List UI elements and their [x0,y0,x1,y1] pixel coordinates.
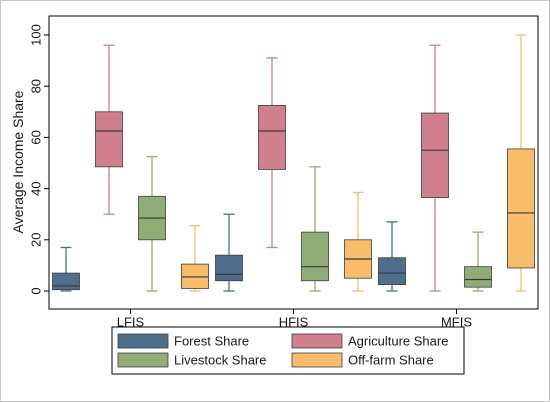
legend-swatch-off-farm-share [291,352,343,368]
box-agriculture-share-hfis [258,57,286,249]
y-tick-label: 20 [28,233,43,247]
box-iqr [181,263,209,289]
x-tick-label-mfis: MFIS [441,314,472,329]
legend-label-off-farm-share: Off-farm Share [348,352,434,367]
legend-label-agriculture-share: Agriculture Share [348,333,448,348]
box-iqr [378,257,406,286]
y-tick-label: 80 [28,79,43,93]
box-livestock-share-lfis [138,155,166,292]
y-axis-title: Average Income Share [10,90,26,233]
y-tick-label: 100 [28,24,43,46]
legend-box [111,326,465,375]
box-iqr [421,112,449,198]
y-tick-label: 0 [28,287,43,294]
x-axis: LFIS HFIS MFIS [117,309,472,329]
box-series [52,34,535,292]
box-iqr [464,266,492,288]
legend-label-forest-share: Forest Share [174,333,249,348]
box-off-farm-share-mfis [507,34,535,292]
box-off-farm-share-hfis [344,191,372,292]
box-off-farm-share-lfis [181,225,209,292]
box-iqr [258,105,286,170]
legend-label-livestock-share: Livestock Share [174,352,267,367]
box-livestock-share-hfis [301,166,329,292]
box-forest-share-hfis [215,213,243,292]
box-iqr [52,272,80,291]
box-livestock-share-mfis [464,231,492,292]
box-iqr [301,231,329,282]
legend-swatch-agriculture-share [291,333,343,349]
legend-swatch-forest-share [117,333,169,349]
box-forest-share-mfis [378,221,406,292]
box-agriculture-share-mfis [421,44,449,292]
box-iqr [507,148,535,269]
x-tick-label-hfis: HFIS [279,314,309,329]
legend: Forest Share Agriculture Share Livestock S… [111,326,465,375]
legend-swatch-livestock-share [117,352,169,368]
plot-area [48,15,539,310]
y-tick-label: 60 [28,130,43,144]
box-agriculture-share-lfis [95,44,123,215]
box-iqr [95,111,123,168]
x-tick-label-lfis: LFIS [117,314,145,329]
box-iqr [215,254,243,282]
y-axis: 0 20 40 60 80 100 [28,24,49,295]
box-forest-share-lfis [52,246,80,292]
y-tick-label: 40 [28,181,43,195]
